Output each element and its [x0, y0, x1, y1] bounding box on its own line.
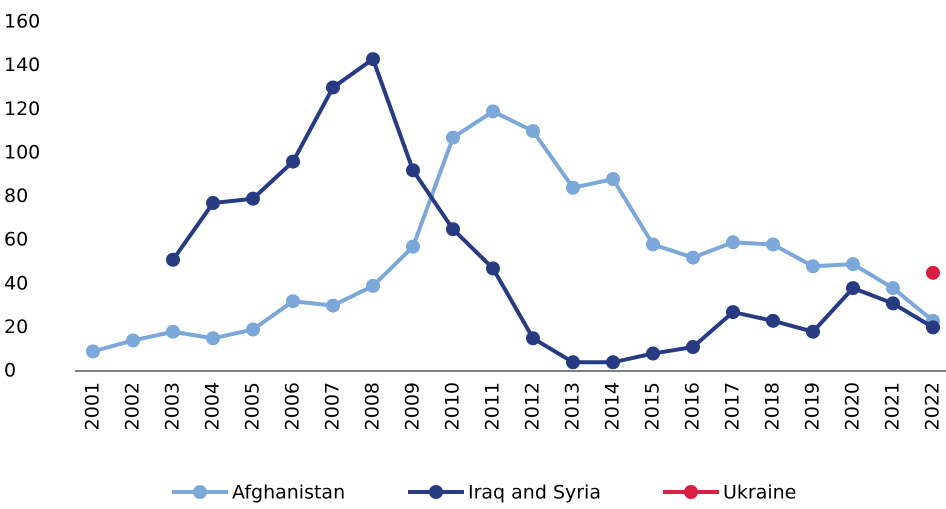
data-point — [646, 237, 660, 252]
legend-marker — [193, 485, 207, 499]
data-point — [486, 261, 500, 276]
data-point — [486, 104, 500, 119]
x-tick-label: 2017 — [722, 382, 744, 430]
x-tick-label: 2020 — [842, 382, 864, 430]
data-point — [366, 278, 380, 293]
data-point — [926, 320, 940, 335]
data-point — [806, 324, 820, 339]
data-point — [766, 237, 780, 252]
x-tick-label: 2013 — [562, 382, 584, 430]
data-point — [246, 191, 260, 206]
legend-label: Iraq and Syria — [468, 482, 601, 504]
data-point — [726, 235, 740, 250]
y-tick-label: 80 — [4, 185, 28, 207]
y-tick-label: 40 — [4, 272, 28, 294]
data-point — [286, 294, 300, 309]
x-tick-label: 2006 — [282, 382, 304, 430]
data-point — [366, 52, 380, 67]
x-tick-label: 2002 — [122, 382, 144, 430]
legend-marker — [684, 485, 698, 499]
x-tick-label: 2019 — [802, 382, 824, 430]
y-tick-label: 120 — [4, 98, 40, 120]
series-line — [92, 109, 935, 354]
y-tick-label: 160 — [4, 11, 40, 33]
x-tick-label: 2014 — [602, 382, 624, 430]
data-point — [526, 124, 540, 139]
data-point — [766, 313, 780, 328]
data-point — [206, 331, 220, 346]
data-point — [246, 322, 260, 337]
data-point — [646, 346, 660, 361]
data-point — [886, 296, 900, 311]
y-tick-label: 60 — [4, 229, 28, 251]
data-point — [166, 324, 180, 339]
x-tick-label: 2021 — [882, 382, 904, 430]
y-tick-label: 20 — [4, 316, 28, 338]
x-tick-label: 2022 — [922, 382, 944, 430]
data-point — [846, 257, 860, 272]
y-tick-label: 100 — [4, 141, 40, 163]
x-tick-label: 2012 — [522, 382, 544, 430]
data-point — [446, 130, 460, 145]
x-tick-label: 2015 — [642, 382, 664, 430]
data-point — [446, 222, 460, 237]
data-point — [566, 355, 580, 370]
data-point — [526, 331, 540, 346]
x-tick-label: 2010 — [442, 382, 464, 430]
x-tick-label: 2003 — [162, 382, 184, 430]
data-point — [126, 333, 140, 348]
data-point — [326, 298, 340, 313]
x-tick-label: 2011 — [482, 382, 504, 430]
data-point — [206, 196, 220, 211]
legend-label: Ukraine — [723, 482, 796, 504]
x-tick-label: 2005 — [242, 382, 264, 430]
legend-marker — [429, 485, 443, 499]
data-point — [86, 344, 100, 359]
data-point — [726, 305, 740, 320]
data-point — [286, 154, 300, 169]
x-tick-label: 2018 — [762, 382, 784, 430]
x-tick-label: 2001 — [82, 382, 104, 430]
data-point — [406, 163, 420, 178]
legend-label: Afghanistan — [232, 482, 345, 504]
data-point — [846, 281, 860, 296]
data-point — [566, 180, 580, 195]
x-tick-label: 2009 — [402, 382, 424, 430]
data-point — [926, 265, 940, 280]
data-point — [406, 239, 420, 254]
x-tick-label: 2016 — [682, 382, 704, 430]
data-point — [606, 355, 620, 370]
data-point — [886, 281, 900, 296]
data-point — [806, 259, 820, 274]
series-line — [171, 55, 935, 365]
data-point — [686, 250, 700, 265]
y-tick-label: 0 — [4, 360, 16, 382]
y-tick-label: 140 — [4, 54, 40, 76]
x-tick-label: 2008 — [362, 382, 384, 430]
x-tick-label: 2007 — [322, 382, 344, 430]
data-point — [606, 172, 620, 187]
data-point — [166, 252, 180, 267]
data-point — [686, 340, 700, 355]
data-point — [326, 80, 340, 95]
x-tick-label: 2004 — [202, 382, 224, 430]
